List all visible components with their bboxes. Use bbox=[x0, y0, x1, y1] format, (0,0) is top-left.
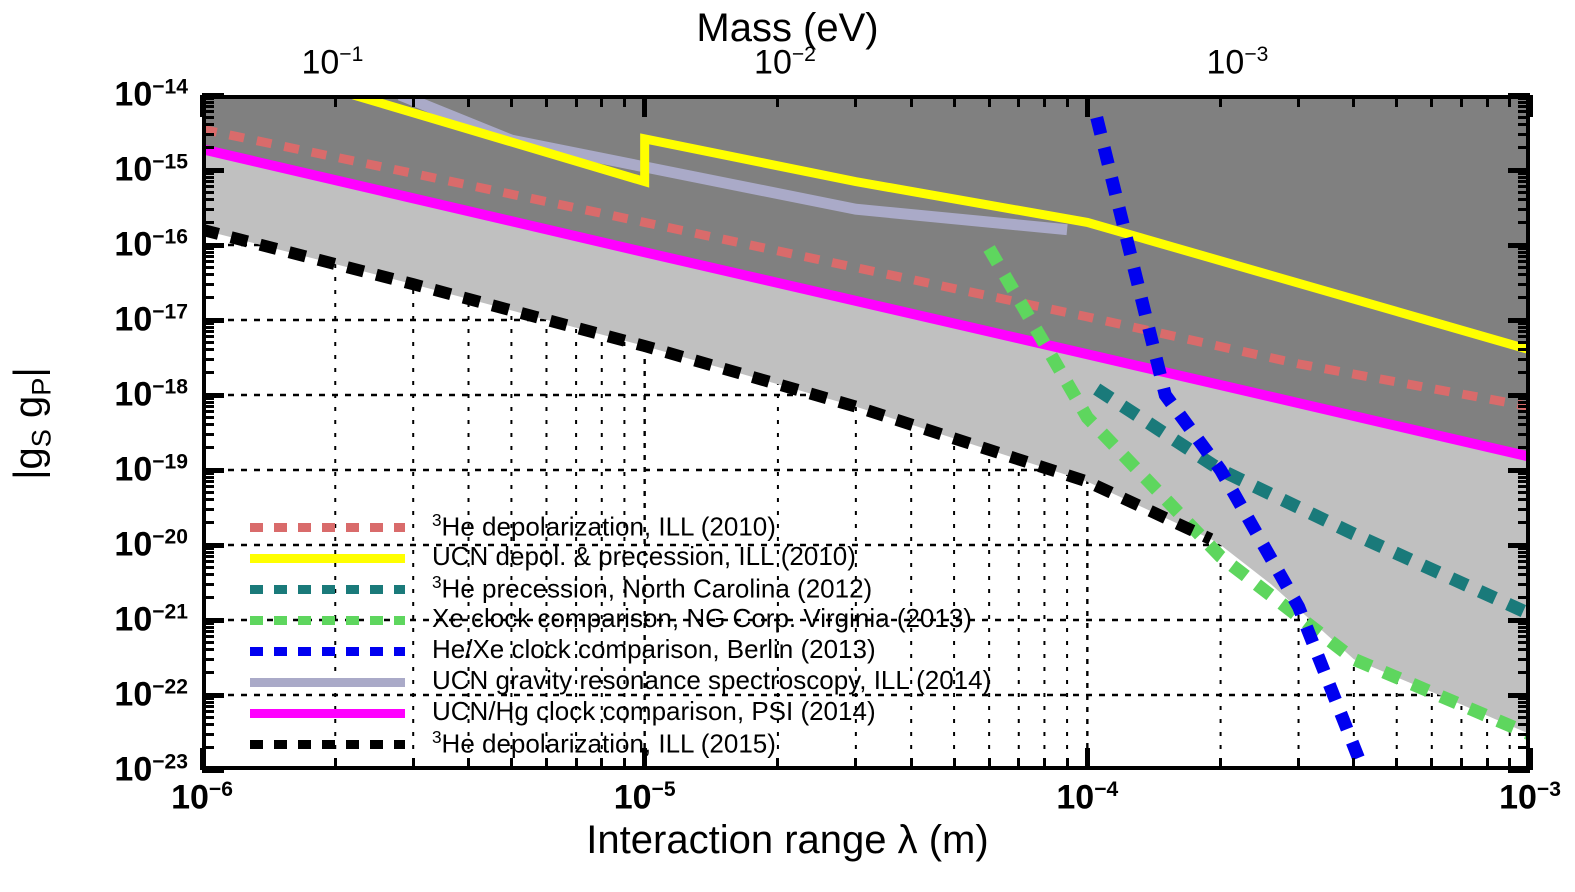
legend-label: Xe clock comparison, NG Corp. Virginia (… bbox=[432, 603, 972, 633]
y-tick-label: 10−16 bbox=[114, 225, 188, 264]
legend-label: 3He precession, North Carolina (2012) bbox=[432, 572, 873, 604]
legend-label: 3He depolarization, ILL (2010) bbox=[432, 510, 776, 542]
legend-item[interactable]: Xe clock comparison, NG Corp. Virginia (… bbox=[250, 603, 1010, 636]
legend-label: He/Xe clock comparison, Berlin (2013) bbox=[432, 634, 876, 664]
legend-item[interactable]: 3He precession, North Carolina (2012) bbox=[250, 572, 1010, 605]
legend: 3He depolarization, ILL (2010) UCN depol.… bbox=[250, 510, 1010, 760]
y-title-sub-p: P bbox=[25, 377, 57, 396]
y-title-mid: g bbox=[6, 395, 51, 430]
legend-item[interactable]: He/Xe clock comparison, Berlin (2013) bbox=[250, 634, 1010, 667]
bottom-axis-title: Interaction range λ (m) bbox=[0, 818, 1575, 863]
legend-item[interactable]: UCN/Hg clock comparison, PSI (2014) bbox=[250, 696, 1010, 729]
plot-area bbox=[202, 95, 1530, 770]
y-title-pre: |g bbox=[6, 447, 51, 480]
y-tick-label: 10−21 bbox=[114, 600, 188, 639]
top-tick-label: 10−1 bbox=[301, 43, 364, 82]
y-tick-label: 10−18 bbox=[114, 375, 188, 414]
legend-swatch-8 bbox=[250, 740, 405, 749]
y-tick-label: 10−17 bbox=[114, 300, 188, 339]
bottom-axis-title-pre: Interaction range bbox=[586, 818, 898, 862]
y-tick-label: 10−14 bbox=[114, 75, 188, 114]
x-tick-label: 10−3 bbox=[1499, 778, 1561, 817]
legend-swatch-1 bbox=[250, 523, 405, 532]
y-tick-label: 10−22 bbox=[114, 675, 188, 714]
top-tick-label: 10−2 bbox=[754, 43, 816, 82]
legend-label: UCN gravity resonance spectroscopy, ILL … bbox=[432, 665, 992, 695]
bottom-axis-title-post: (m) bbox=[917, 818, 989, 862]
legend-item[interactable]: UCN depol. & precession, ILL (2010) bbox=[250, 541, 1010, 574]
y-tick-label: 10−19 bbox=[114, 450, 188, 489]
top-tick-label: 10−3 bbox=[1206, 43, 1269, 82]
legend-swatch-3 bbox=[250, 585, 405, 594]
legend-label: UCN depol. & precession, ILL (2010) bbox=[432, 541, 856, 571]
x-tick-label: 10−6 bbox=[171, 778, 233, 817]
legend-swatch-7 bbox=[250, 709, 405, 718]
legend-item[interactable]: 3He depolarization, ILL (2010) bbox=[250, 510, 1010, 543]
legend-swatch-5 bbox=[250, 647, 405, 656]
y-title-post: | bbox=[6, 367, 51, 378]
legend-label: UCN/Hg clock comparison, PSI (2014) bbox=[432, 696, 876, 726]
y-tick-label: 10−15 bbox=[114, 150, 188, 189]
legend-swatch-4 bbox=[250, 616, 405, 625]
legend-swatch-6 bbox=[250, 678, 405, 687]
legend-label: 3He depolarization, ILL (2015) bbox=[432, 727, 776, 759]
lambda-symbol: λ bbox=[897, 818, 918, 862]
legend-item[interactable]: UCN gravity resonance spectroscopy, ILL … bbox=[250, 665, 1010, 698]
y-title-sub-s: S bbox=[25, 429, 57, 448]
plot-canvas bbox=[202, 95, 1530, 770]
legend-swatch-2 bbox=[250, 554, 405, 563]
y-tick-label: 10−20 bbox=[114, 525, 188, 564]
x-tick-label: 10−4 bbox=[1056, 778, 1119, 817]
legend-item[interactable]: 3He depolarization, ILL (2015) bbox=[250, 727, 1010, 760]
y-axis-title: |gS gP| bbox=[7, 304, 58, 544]
top-axis-title: Mass (eV) bbox=[696, 6, 879, 50]
y-tick-label: 10−23 bbox=[114, 750, 188, 789]
x-tick-label: 10−5 bbox=[613, 778, 676, 817]
